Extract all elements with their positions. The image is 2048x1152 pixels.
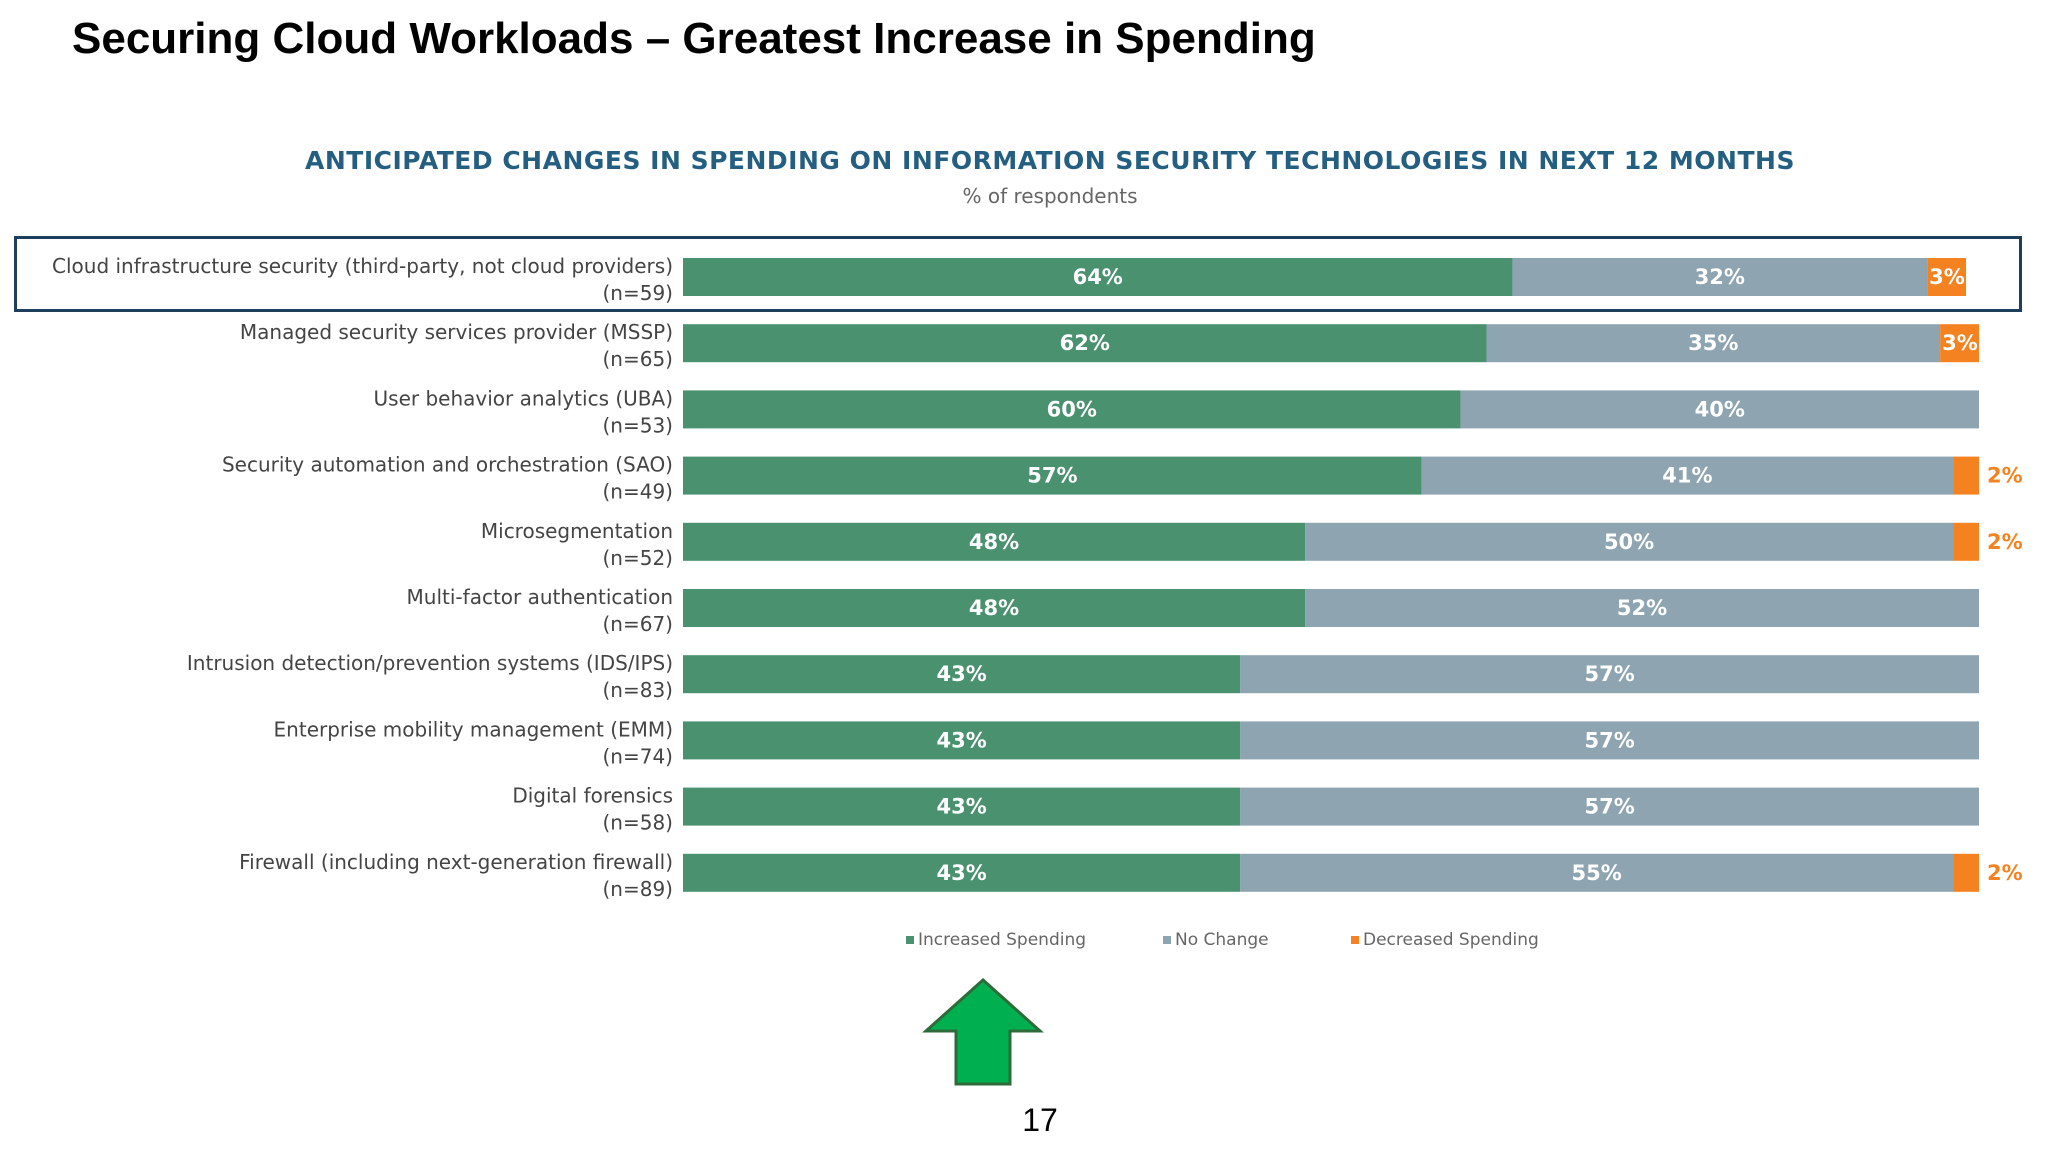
bar-value-label: 57% [1585,662,1635,686]
bar-value-label: 60% [1047,397,1097,421]
bar-segment-increased-spending [683,721,1241,760]
bar-segment-increased-spending [683,324,1487,363]
bar-segment-no-change [1305,522,1954,561]
category-label: Multi-factor authentication [407,585,673,609]
category-label: Microsegmentation [481,519,673,543]
category-n-label: (n=83) [603,678,674,702]
category-n-label: (n=58) [603,811,674,835]
bar-segment-decreased-spending [1940,324,1979,363]
bar-value-label: 48% [969,596,1019,620]
category-label: Cloud infrastructure security (third-par… [52,254,673,278]
bar-segment-no-change [1486,324,1941,363]
bar-segment-no-change [1512,258,1928,296]
bar-value-label: 57% [1585,795,1635,819]
category-label: Digital forensics [512,784,673,808]
legend-label-decreased: Decreased Spending [1363,930,1539,950]
category-label: Security automation and orchestration (S… [222,453,673,477]
category-label: Intrusion detection/prevention systems (… [187,651,673,675]
bar-segment-decreased-spending [1927,258,1967,296]
bar-segment-increased-spending [683,589,1306,627]
legend-label-increased: Increased Spending [918,930,1087,950]
bar-segment-increased-spending [683,655,1241,694]
bar-value-label: 57% [1585,728,1635,752]
legend-swatch-decreased [1351,936,1359,944]
stacked-bar-chart: Cloud infrastructure security (third-par… [52,254,2023,901]
bar-segment-decreased-spending [1953,456,1979,495]
bar-value-label: 43% [937,662,987,686]
category-n-label: (n=67) [603,612,674,636]
bar-value-label: 55% [1572,861,1622,885]
bar-value-label: 64% [1073,265,1123,289]
bar-value-label: 2% [1987,530,2023,554]
bar-segment-increased-spending [683,390,1461,429]
highlight-box [14,236,2022,312]
bar-value-label: 3% [1942,331,1978,355]
up-arrow-icon [922,978,1044,1086]
legend-item-decreased: Decreased Spending [1351,930,1539,950]
bar-value-label: 43% [937,795,987,819]
category-n-label: (n=49) [603,480,674,504]
category-n-label: (n=59) [603,281,674,305]
bar-value-label: 32% [1695,265,1745,289]
category-n-label: (n=89) [603,877,674,901]
legend-swatch-increased [906,936,914,944]
bar-segment-increased-spending [683,456,1422,495]
bar-value-label: 3% [1929,265,1965,289]
category-label: Enterprise mobility management (EMM) [274,717,673,741]
bar-value-label: 2% [1987,464,2023,488]
category-n-label: (n=52) [603,546,674,570]
bar-value-label: 35% [1688,331,1738,355]
bar-value-label: 40% [1695,397,1745,421]
bar-segment-increased-spending [683,853,1241,892]
bar-segment-no-change [1240,721,1979,760]
category-label: Firewall (including next-generation fire… [239,850,673,874]
page-number: 17 [1022,1102,1058,1138]
slide-title: Securing Cloud Workloads – Greatest Incr… [72,14,1316,63]
legend-swatch-no-change [1163,936,1171,944]
category-n-label: (n=74) [603,744,674,768]
bar-value-label: 41% [1662,464,1712,488]
bar-segment-no-change [1240,655,1979,694]
bar-segment-increased-spending [683,522,1306,561]
category-label: Managed security services provider (MSSP… [240,320,673,344]
chart-legend: Increased Spending No Change Decreased S… [0,930,2048,954]
bar-segment-increased-spending [683,787,1241,826]
category-n-label: (n=53) [603,413,674,437]
bar-value-label: 62% [1060,331,1110,355]
category-label: User behavior analytics (UBA) [374,386,673,410]
legend-item-increased: Increased Spending [906,930,1086,950]
bar-value-label: 52% [1617,596,1667,620]
legend-item-no-change: No Change [1163,930,1269,950]
bar-segment-no-change [1240,853,1954,892]
bar-segment-no-change [1240,787,1979,826]
legend-label-no-change: No Change [1175,930,1269,950]
bar-segment-decreased-spending [1953,853,1979,892]
bar-segment-no-change [1305,589,1979,627]
bar-value-label: 2% [1987,861,2023,885]
bar-value-label: 48% [969,530,1019,554]
bar-value-label: 43% [937,728,987,752]
bar-value-label: 43% [937,861,987,885]
bar-segment-decreased-spending [1953,522,1979,561]
chart-subtitle: % of respondents [962,184,1138,208]
chart-title: ANTICIPATED CHANGES IN SPENDING ON INFOR… [305,146,1795,175]
bar-segment-increased-spending [683,258,1513,296]
bar-segment-no-change [1460,390,1979,429]
bar-value-label: 57% [1027,464,1077,488]
bar-value-label: 50% [1604,530,1654,554]
bar-segment-no-change [1421,456,1954,495]
category-n-label: (n=65) [603,347,674,371]
